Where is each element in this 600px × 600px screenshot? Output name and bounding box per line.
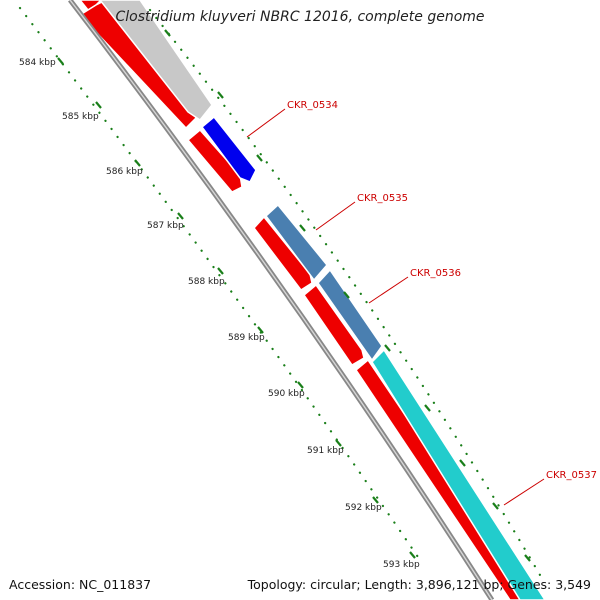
scale-label: 590 kbp [268, 389, 305, 399]
scale-label: 587 kbp [147, 221, 184, 231]
outer-tick-marks [164, 29, 531, 562]
gene-label-ckr-0534[interactable]: CKR_0534 [287, 100, 338, 111]
cds-track-outer [99, 0, 546, 600]
scale-label: 586 kbp [106, 167, 143, 177]
scale-dotted-inner [148, 8, 542, 577]
unlabeled-feature[interactable] [99, 0, 213, 122]
scale-label: 584 kbp [19, 58, 56, 68]
genome-summary: Topology: circular; Length: 3,896,121 bp… [247, 577, 591, 592]
gene-feature-ckr-0537[interactable] [371, 348, 546, 600]
cds-track-inner [78, 0, 531, 600]
map-title: Clostridium kluyveri NBRC 12016, complet… [115, 9, 485, 25]
gene-label-ckr-0535[interactable]: CKR_0535 [357, 193, 408, 204]
scale-label: 593 kbp [383, 560, 420, 570]
gene-feature-ckr-0535[interactable] [264, 203, 328, 282]
gene-label-ckr-0536[interactable]: CKR_0536 [410, 268, 461, 279]
scale-label: 589 kbp [228, 333, 265, 343]
scale-label: 588 kbp [188, 277, 225, 287]
scale-labels: 584 kbp 585 kbp 586 kbp 587 kbp 588 kbp … [19, 58, 420, 570]
scale-label: 591 kbp [307, 446, 344, 456]
gene-label-ckr-0537[interactable]: CKR_0537 [546, 470, 597, 481]
gene-callouts [246, 108, 545, 506]
genome-backbone-highlight [69, 0, 493, 600]
cds-feature[interactable] [302, 283, 365, 366]
gene-feature-ckr-0534[interactable] [200, 115, 257, 183]
accession-label: Accession: NC_011837 [9, 577, 152, 592]
scale-dotted-lines [18, 6, 542, 577]
gene-feature-ckr-0536[interactable] [317, 268, 383, 362]
genome-backbone [68, 0, 495, 600]
scale-label: 585 kbp [62, 112, 99, 122]
scale-ticks [57, 57, 416, 559]
gene-labels: CKR_0534 CKR_0535 CKR_0536 CKR_0537 [287, 100, 597, 481]
scale-label: 592 kbp [345, 503, 382, 513]
